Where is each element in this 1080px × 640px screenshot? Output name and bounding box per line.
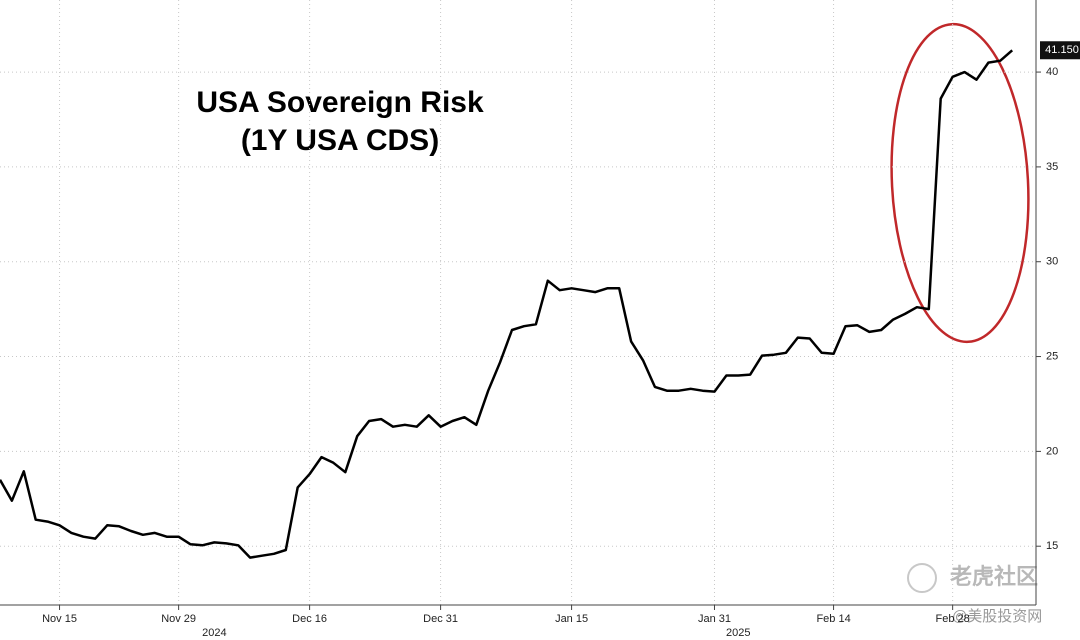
x-tick-label: Nov 15: [42, 613, 77, 625]
x-tick-label: Jan 31: [698, 613, 731, 625]
watermark-logo: [907, 563, 937, 593]
x-year-label: 2025: [726, 627, 750, 639]
x-tick-label: Nov 29: [161, 613, 196, 625]
watermark: @美股投资网: [952, 608, 1042, 625]
x-tick-label: Dec 16: [292, 613, 327, 625]
y-tick-label: 40: [1046, 66, 1058, 78]
x-tick-label: Feb 14: [816, 613, 850, 625]
x-year-label: 2024: [202, 627, 226, 639]
watermark: 老虎社区: [949, 564, 1038, 589]
y-tick-label: 25: [1046, 350, 1058, 362]
y-tick-label: 15: [1046, 540, 1058, 552]
last-value-badge: [1040, 41, 1080, 60]
chart-subtitle: (1Y USA CDS): [241, 124, 439, 157]
data-line: [0, 49, 1014, 559]
y-tick-label: 30: [1046, 256, 1058, 268]
x-tick-label: Jan 15: [555, 613, 588, 625]
chart-title: USA Sovereign Risk: [196, 86, 484, 119]
x-tick-label: Dec 31: [423, 613, 458, 625]
x-tick-label: Feb 28: [936, 613, 970, 625]
y-tick-label: 20: [1046, 445, 1058, 457]
highlight-ellipse: [890, 22, 1030, 344]
last-value-label: 41.150: [1045, 44, 1079, 56]
y-tick-label: 35: [1046, 161, 1058, 173]
